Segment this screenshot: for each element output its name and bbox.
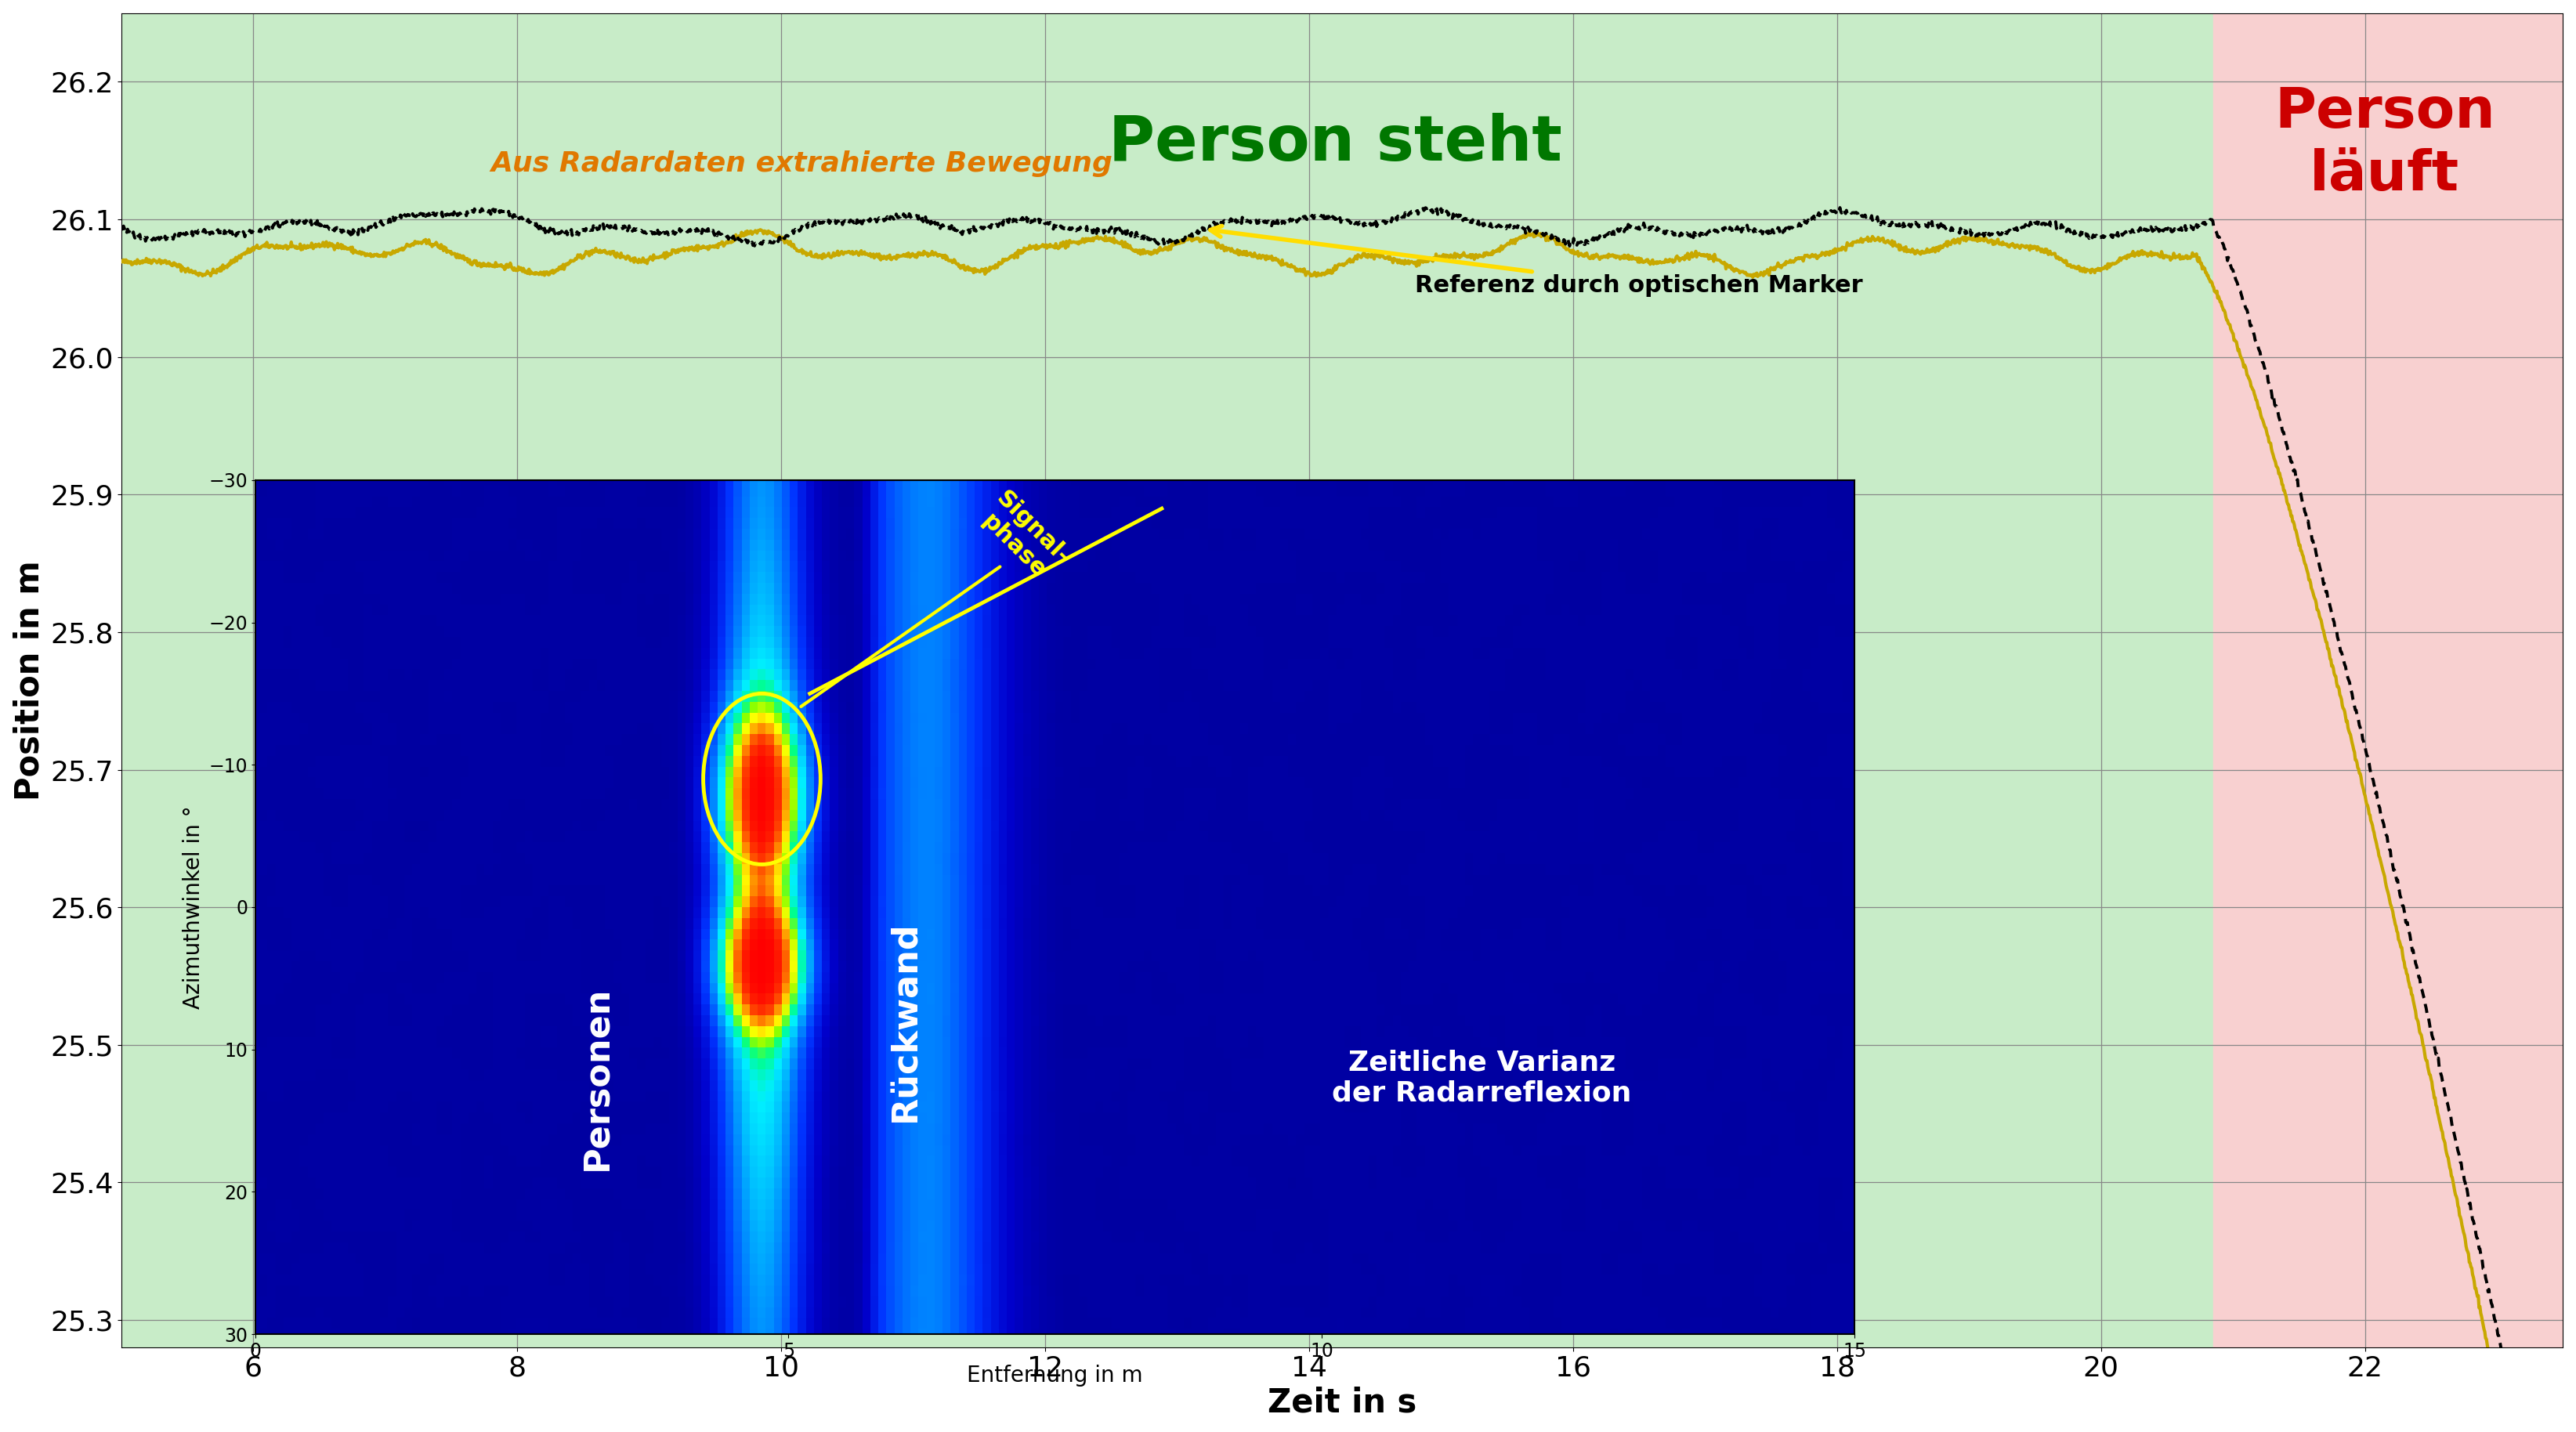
Text: Person steht: Person steht — [1108, 113, 1561, 175]
Text: Person
läuft: Person läuft — [2275, 86, 2496, 202]
Y-axis label: Position in m: Position in m — [13, 560, 46, 800]
Text: Referenz durch optischen Marker: Referenz durch optischen Marker — [1211, 226, 1862, 296]
X-axis label: Zeit in s: Zeit in s — [1267, 1386, 1417, 1419]
Bar — [121, 13, 2213, 1348]
Bar — [2213, 13, 2563, 1348]
Text: Aus Radardaten extrahierte Bewegung: Aus Radardaten extrahierte Bewegung — [489, 150, 1113, 176]
